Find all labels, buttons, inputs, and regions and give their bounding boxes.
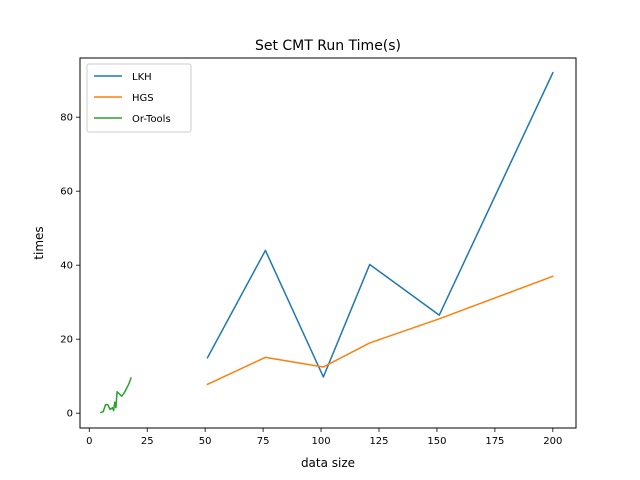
legend-label-or-tools: Or-Tools [132, 114, 171, 125]
chart-title: Set CMT Run Time(s) [255, 38, 401, 54]
x-tick-label: 0 [86, 436, 92, 447]
y-tick-label: 0 [67, 409, 73, 420]
x-tick-label: 175 [485, 436, 504, 447]
series-line-lkh [206, 71, 554, 378]
x-axis-ticks: 0 25 50 75 100 125 150 175 200 [86, 428, 562, 447]
y-axis-label: times [32, 226, 46, 259]
plot-lines [99, 71, 554, 414]
x-tick-label: 200 [543, 436, 562, 447]
legend-box [86, 63, 192, 133]
x-tick-label: 25 [141, 436, 154, 447]
legend-label-hgs: HGS [132, 93, 154, 104]
y-tick-label: 40 [60, 261, 73, 272]
legend-label-lkh: LKH [132, 72, 152, 83]
legend: LKH HGS Or-Tools [86, 63, 192, 133]
plot-frame [79, 57, 577, 429]
y-tick-label: 20 [60, 335, 73, 346]
series-line-hgs [206, 275, 554, 386]
y-tick-label: 80 [60, 113, 73, 124]
x-axis-label: data size [301, 456, 355, 470]
x-tick-label: 100 [311, 436, 330, 447]
x-tick-label: 125 [369, 436, 388, 447]
y-tick-label: 60 [60, 187, 73, 198]
x-tick-label: 50 [199, 436, 212, 447]
x-tick-label: 75 [257, 436, 270, 447]
series-line-or-tools [99, 377, 132, 414]
y-axis-ticks: 0 20 40 60 80 [60, 113, 80, 420]
x-tick-label: 150 [427, 436, 446, 447]
